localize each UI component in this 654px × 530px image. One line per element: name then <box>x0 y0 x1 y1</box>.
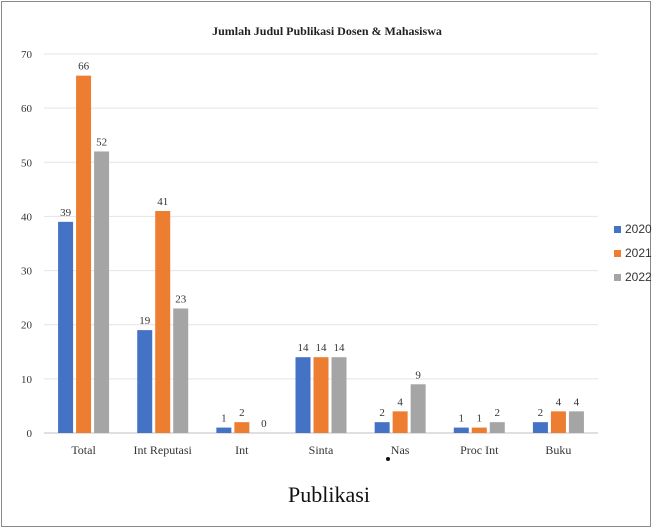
bar-2022 <box>489 422 505 433</box>
data-label: 9 <box>415 369 421 381</box>
data-label: 1 <box>221 413 227 425</box>
y-tick-label: 40 <box>21 211 33 223</box>
bar-2022 <box>173 308 189 433</box>
legend-swatch <box>614 226 621 233</box>
bar-2021 <box>392 411 408 433</box>
x-tick-label: Buku <box>545 443 571 457</box>
bar-2020 <box>295 357 311 433</box>
x-tick-label: Nas <box>391 443 410 457</box>
data-label: 4 <box>556 396 562 408</box>
data-label: 23 <box>175 293 187 305</box>
bar-2021 <box>550 411 566 433</box>
bars <box>58 75 584 434</box>
bar-2021 <box>313 357 329 433</box>
y-tick-label: 10 <box>21 374 33 386</box>
y-tick-label: 30 <box>21 266 33 278</box>
y-tick-label: 60 <box>21 103 33 115</box>
legend: 2020 2021 2022 <box>614 222 652 284</box>
bar-2020 <box>453 427 469 433</box>
data-label: 66 <box>78 61 90 73</box>
data-label: 1 <box>459 413 465 425</box>
data-label: 39 <box>60 207 72 219</box>
x-tick-label: Sinta <box>309 443 334 457</box>
bar-2021 <box>471 427 487 433</box>
data-label: 1 <box>477 413 483 425</box>
y-tick-label: 0 <box>27 428 33 440</box>
bar-2021 <box>234 422 250 433</box>
data-label: 2 <box>495 407 501 419</box>
y-tick-label: 20 <box>21 320 33 332</box>
data-label: 4 <box>574 396 580 408</box>
legend-label: 2021 <box>625 246 652 260</box>
bar-chart: Jumlah Judul Publikasi Dosen & Mahasiswa… <box>21 24 652 457</box>
bar-2022 <box>331 357 347 433</box>
bar-2020 <box>374 422 390 433</box>
data-label: 14 <box>334 342 346 354</box>
legend-label: 2020 <box>625 222 652 236</box>
x-tick-label: Total <box>71 443 96 457</box>
legend-swatch <box>614 250 621 257</box>
y-axis-ticks: 0 10 20 30 40 50 60 70 <box>21 49 33 440</box>
gridlines <box>44 53 598 434</box>
bar-2021 <box>76 75 92 434</box>
x-tick-label: Proc Int <box>460 443 499 457</box>
data-label: 14 <box>316 342 328 354</box>
data-label: 52 <box>96 136 107 148</box>
bar-2020 <box>532 422 548 433</box>
bar-2020 <box>216 427 232 433</box>
data-label: 19 <box>139 315 151 327</box>
y-tick-label: 50 <box>21 157 33 169</box>
data-label: 0 <box>261 418 267 430</box>
data-label: 41 <box>157 196 168 208</box>
x-axis-ticks: Total Int Reputasi Int Sinta Nas Proc Int Buku <box>71 443 571 457</box>
bar-2022 <box>94 151 110 433</box>
bar-2020 <box>58 221 74 433</box>
bar-2022 <box>568 411 584 433</box>
stray-dot <box>386 457 390 461</box>
x-tick-label: Int Reputasi <box>134 443 193 457</box>
caption-box: Publikasi <box>10 462 648 526</box>
y-tick-label: 70 <box>21 49 33 61</box>
data-label: 2 <box>379 407 385 419</box>
chart-title: Jumlah Judul Publikasi Dosen & Mahasiswa <box>212 24 442 38</box>
chart-caption: Publikasi <box>288 482 370 507</box>
bar-2022 <box>410 384 426 433</box>
data-label: 4 <box>397 396 403 408</box>
legend-swatch <box>614 274 621 281</box>
data-label: 14 <box>298 342 310 354</box>
bar-2021 <box>155 211 171 433</box>
data-label: 2 <box>538 407 544 419</box>
bar-2020 <box>137 330 153 433</box>
legend-label: 2022 <box>625 270 652 284</box>
data-label: 2 <box>239 407 245 419</box>
x-tick-label: Int <box>235 443 249 457</box>
